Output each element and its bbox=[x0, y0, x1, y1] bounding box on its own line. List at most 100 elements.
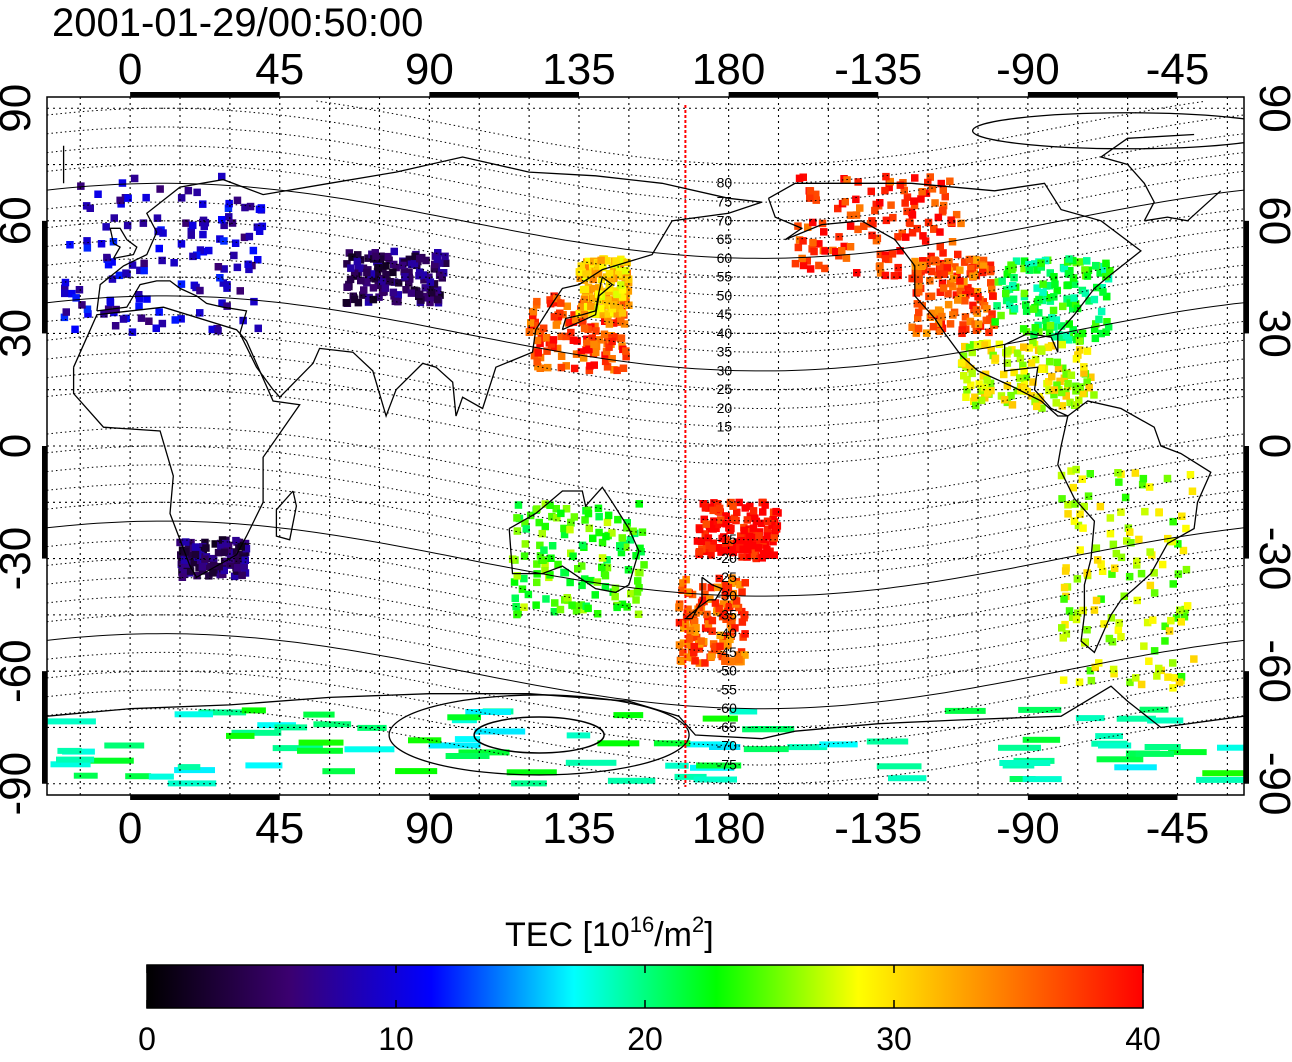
tec-cell bbox=[406, 275, 414, 283]
tec-cell bbox=[695, 659, 704, 667]
tec-cell bbox=[220, 265, 228, 273]
tec-cell bbox=[1146, 548, 1154, 556]
tec-cell bbox=[1002, 296, 1011, 305]
tec-cell bbox=[1186, 471, 1195, 479]
tec-cell bbox=[972, 326, 981, 334]
tec-cell bbox=[820, 228, 828, 236]
tec-cell bbox=[894, 233, 902, 241]
tec-cell bbox=[1115, 478, 1123, 486]
tec-cell bbox=[980, 383, 989, 392]
tec-cell bbox=[447, 714, 481, 721]
tec-cell bbox=[665, 762, 689, 769]
colorbar-label: 40 bbox=[1125, 1021, 1161, 1057]
left-axis-bar bbox=[42, 446, 47, 559]
tec-cell bbox=[951, 263, 959, 271]
tec-cell bbox=[191, 550, 200, 559]
tec-cell bbox=[618, 293, 627, 301]
tec-cell bbox=[956, 266, 964, 274]
tec-cell bbox=[947, 279, 955, 288]
tec-cell bbox=[71, 325, 79, 334]
tec-cell bbox=[1061, 567, 1070, 575]
tec-cell bbox=[1161, 637, 1169, 645]
tec-cell bbox=[557, 332, 565, 341]
tec-cell bbox=[632, 552, 640, 560]
magnetic-latitude-line bbox=[47, 126, 1244, 203]
tec-cell bbox=[1196, 776, 1244, 783]
tec-cell bbox=[846, 222, 855, 230]
tec-cell bbox=[1000, 396, 1009, 404]
tec-cell bbox=[1180, 613, 1189, 621]
tec-cell bbox=[1080, 502, 1088, 511]
tec-cell bbox=[734, 651, 742, 659]
tec-cell bbox=[706, 595, 714, 603]
top-longitude-label: 90 bbox=[405, 45, 454, 94]
tec-cell bbox=[675, 602, 683, 611]
tec-cell bbox=[84, 310, 92, 318]
tec-cell bbox=[562, 362, 570, 370]
tec-cell bbox=[1137, 680, 1146, 689]
tec-cell bbox=[938, 279, 947, 287]
tec-cell bbox=[303, 711, 335, 718]
tec-cell bbox=[1060, 583, 1069, 592]
tec-cell bbox=[1153, 672, 1161, 680]
coastline-europe-asia bbox=[96, 156, 763, 419]
tec-cell bbox=[1135, 535, 1143, 544]
magnetic-latitude-label: 30 bbox=[717, 362, 733, 378]
tec-cell bbox=[1039, 280, 1047, 288]
tec-cell bbox=[135, 294, 144, 303]
tec-cell bbox=[927, 292, 936, 300]
tec-cell bbox=[740, 541, 748, 549]
tec-cell bbox=[563, 302, 571, 310]
tec-cell bbox=[594, 504, 603, 513]
tec-cell bbox=[1107, 614, 1116, 622]
tec-cell bbox=[852, 195, 860, 204]
tec-cell bbox=[506, 769, 557, 776]
tec-cell bbox=[534, 349, 542, 357]
right-latitude-label: -30 bbox=[1250, 527, 1292, 591]
magnetic-latitude-label: 65 bbox=[717, 231, 733, 247]
tec-cell bbox=[529, 307, 538, 316]
left-latitude-label: 90 bbox=[0, 84, 40, 133]
tec-cell bbox=[581, 285, 590, 294]
tec-cell bbox=[701, 624, 710, 632]
tec-cell bbox=[1110, 564, 1119, 572]
tec-cell bbox=[854, 178, 862, 186]
tec-cell bbox=[967, 381, 975, 389]
tec-cell bbox=[944, 290, 952, 298]
tec-cell bbox=[952, 291, 961, 299]
tec-cell bbox=[810, 247, 818, 256]
magnetic-latitude-line bbox=[47, 558, 1244, 635]
tec-cell bbox=[977, 396, 986, 405]
tec-cell bbox=[693, 537, 702, 545]
tec-cell bbox=[196, 246, 205, 254]
tec-cell bbox=[988, 285, 996, 294]
tec-cell bbox=[1133, 596, 1141, 605]
tec-cell bbox=[230, 548, 239, 556]
tec-cell bbox=[716, 608, 725, 617]
tec-cell bbox=[900, 186, 908, 195]
tec-cell bbox=[356, 264, 364, 272]
tec-cell bbox=[1109, 540, 1118, 549]
tec-cell bbox=[607, 777, 656, 784]
tec-cell bbox=[1019, 361, 1027, 370]
tec-cell bbox=[763, 517, 772, 525]
tec-cell bbox=[1043, 294, 1052, 302]
tec-cell bbox=[557, 363, 566, 372]
tec-cell bbox=[743, 746, 789, 753]
tec-cell bbox=[102, 223, 110, 231]
tec-cell bbox=[1095, 659, 1103, 667]
tec-cell bbox=[1054, 364, 1063, 373]
tec-cell bbox=[1131, 469, 1140, 477]
tec-cell bbox=[604, 296, 612, 304]
tec-cell bbox=[445, 753, 490, 759]
tec-cell bbox=[674, 773, 707, 780]
tec-cell bbox=[562, 332, 570, 341]
tec-cell bbox=[1086, 470, 1094, 478]
coastline-greenland bbox=[62, 133, 1222, 222]
tec-cell bbox=[966, 287, 975, 296]
tec-cell bbox=[556, 605, 565, 614]
tec-cell bbox=[1055, 331, 1063, 339]
tec-cell bbox=[386, 278, 394, 286]
tec-cell bbox=[1117, 553, 1126, 562]
